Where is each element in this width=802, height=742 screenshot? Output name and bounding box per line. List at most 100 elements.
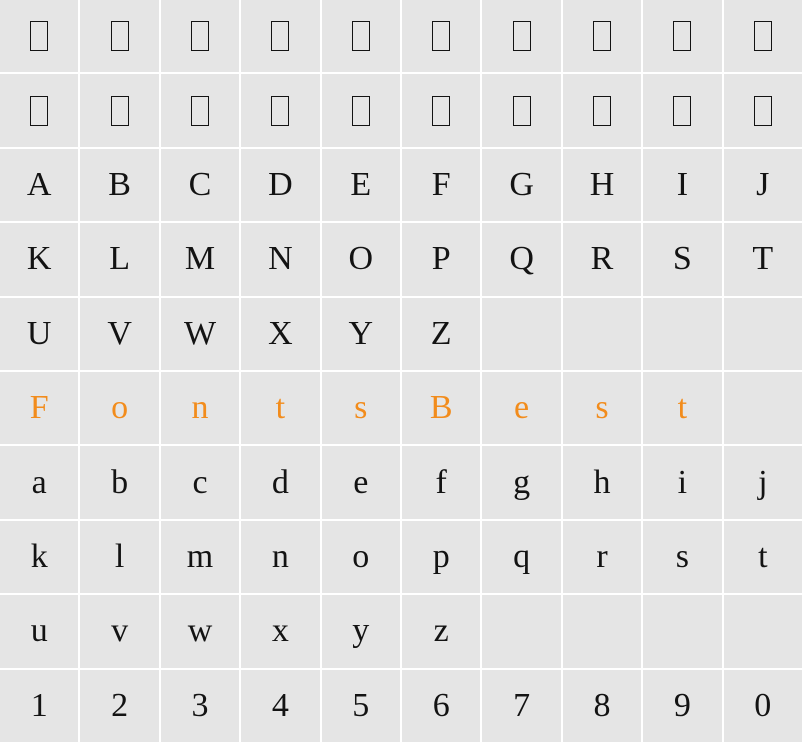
glyph-cell	[724, 74, 802, 146]
missing-glyph-icon	[30, 21, 48, 51]
glyph-cell: s	[643, 521, 721, 593]
glyph-cell: 9	[643, 670, 721, 742]
glyph-cell	[563, 74, 641, 146]
glyph-cell	[0, 0, 78, 72]
glyph-cell	[482, 0, 560, 72]
glyph-cell: n	[161, 372, 239, 444]
missing-glyph-icon	[30, 96, 48, 126]
missing-glyph-icon	[271, 21, 289, 51]
glyph-cell: S	[643, 223, 721, 295]
glyph-cell: z	[402, 595, 480, 667]
glyph-cell	[482, 74, 560, 146]
glyph-cell: T	[724, 223, 802, 295]
glyph-cell: F	[0, 372, 78, 444]
glyph-cell: h	[563, 446, 641, 518]
glyph-cell: Z	[402, 298, 480, 370]
glyph-cell: L	[80, 223, 158, 295]
glyph-cell: B	[80, 149, 158, 221]
missing-glyph-icon	[754, 21, 772, 51]
glyph-cell: a	[0, 446, 78, 518]
glyph-cell: Y	[322, 298, 400, 370]
glyph-cell	[161, 0, 239, 72]
glyph-cell: 7	[482, 670, 560, 742]
glyph-cell	[724, 0, 802, 72]
glyph-cell: E	[322, 149, 400, 221]
missing-glyph-icon	[673, 21, 691, 51]
glyph-cell: s	[563, 372, 641, 444]
glyph-cell: M	[161, 223, 239, 295]
glyph-cell: t	[241, 372, 319, 444]
glyph-cell: D	[241, 149, 319, 221]
glyph-cell	[322, 74, 400, 146]
glyph-cell: g	[482, 446, 560, 518]
glyph-cell: e	[322, 446, 400, 518]
glyph-cell: V	[80, 298, 158, 370]
glyph-cell: o	[322, 521, 400, 593]
glyph-cell: s	[322, 372, 400, 444]
glyph-cell	[482, 595, 560, 667]
glyph-cell	[643, 595, 721, 667]
missing-glyph-icon	[673, 96, 691, 126]
glyph-cell	[482, 298, 560, 370]
glyph-cell	[724, 372, 802, 444]
missing-glyph-icon	[593, 96, 611, 126]
glyph-cell: 5	[322, 670, 400, 742]
glyph-cell: i	[643, 446, 721, 518]
glyph-cell: F	[402, 149, 480, 221]
glyph-cell: r	[563, 521, 641, 593]
glyph-cell	[724, 298, 802, 370]
missing-glyph-icon	[111, 96, 129, 126]
glyph-cell: n	[241, 521, 319, 593]
glyph-cell: K	[0, 223, 78, 295]
glyph-cell: f	[402, 446, 480, 518]
glyph-cell: u	[0, 595, 78, 667]
glyph-cell	[322, 0, 400, 72]
missing-glyph-icon	[432, 96, 450, 126]
character-grid: ABCDEFGHIJKLMNOPQRSTUVWXYZFontsBestabcde…	[0, 0, 802, 742]
missing-glyph-icon	[191, 96, 209, 126]
missing-glyph-icon	[513, 96, 531, 126]
glyph-cell: w	[161, 595, 239, 667]
glyph-cell: 6	[402, 670, 480, 742]
glyph-cell	[563, 0, 641, 72]
glyph-cell: 2	[80, 670, 158, 742]
glyph-cell: p	[402, 521, 480, 593]
glyph-cell: Q	[482, 223, 560, 295]
glyph-cell	[241, 0, 319, 72]
glyph-cell: O	[322, 223, 400, 295]
missing-glyph-icon	[352, 21, 370, 51]
glyph-cell: N	[241, 223, 319, 295]
glyph-cell	[563, 298, 641, 370]
glyph-cell: X	[241, 298, 319, 370]
missing-glyph-icon	[191, 21, 209, 51]
missing-glyph-icon	[271, 96, 289, 126]
missing-glyph-icon	[111, 21, 129, 51]
missing-glyph-icon	[513, 21, 531, 51]
glyph-cell: 3	[161, 670, 239, 742]
missing-glyph-icon	[754, 96, 772, 126]
glyph-cell: R	[563, 223, 641, 295]
glyph-cell	[724, 595, 802, 667]
missing-glyph-icon	[593, 21, 611, 51]
glyph-cell: t	[724, 521, 802, 593]
glyph-cell	[643, 0, 721, 72]
glyph-cell: j	[724, 446, 802, 518]
glyph-cell	[563, 595, 641, 667]
glyph-cell	[241, 74, 319, 146]
glyph-cell	[402, 0, 480, 72]
glyph-cell: x	[241, 595, 319, 667]
glyph-cell: U	[0, 298, 78, 370]
glyph-cell	[0, 74, 78, 146]
glyph-cell: l	[80, 521, 158, 593]
glyph-cell: 4	[241, 670, 319, 742]
glyph-cell	[402, 74, 480, 146]
glyph-cell: 8	[563, 670, 641, 742]
glyph-cell: 0	[724, 670, 802, 742]
glyph-cell: b	[80, 446, 158, 518]
glyph-cell: e	[482, 372, 560, 444]
glyph-cell: v	[80, 595, 158, 667]
glyph-cell: W	[161, 298, 239, 370]
glyph-cell	[643, 74, 721, 146]
glyph-cell: I	[643, 149, 721, 221]
glyph-cell	[161, 74, 239, 146]
